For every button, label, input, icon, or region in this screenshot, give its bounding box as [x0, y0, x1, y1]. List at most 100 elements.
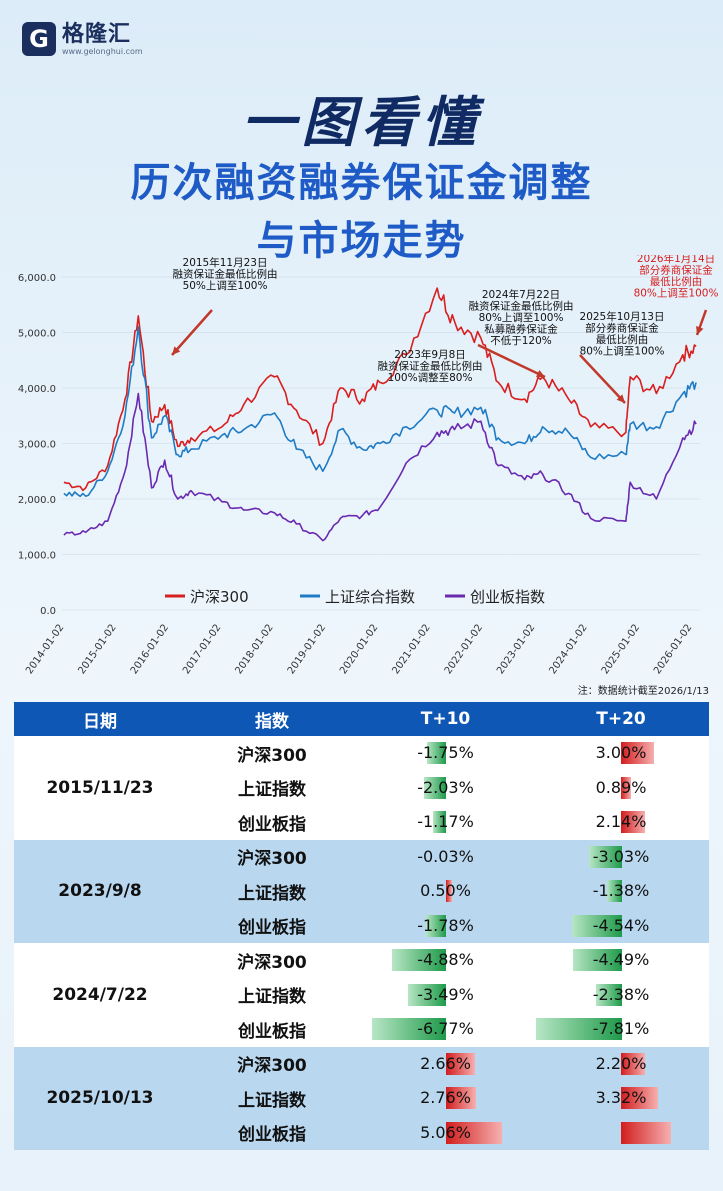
t10-value: 0.50%: [420, 881, 471, 901]
annotation-line: 80%上调至100%: [634, 288, 719, 300]
index-cell: 创业板指: [186, 1115, 358, 1150]
table-row: 创业板指 -1.17% 2.14%: [14, 805, 709, 840]
performance-table: 日期 指数 T+10 T+20 2015/11/23 沪深300 -1.75% 3.0…: [14, 702, 709, 1150]
index-cell: 上证指数: [186, 977, 358, 1012]
index-line-chart: 6,000.0 5,000.0 4,000.0 3,000.0 2,000.0 1,000…: [18, 255, 719, 676]
t20-cell: 3.32%: [533, 1081, 709, 1116]
t20-value: 2.14%: [595, 812, 647, 832]
table-header-row: 日期 指数 T+10 T+20: [14, 702, 709, 736]
annotation-3: 2024年7月22日融资保证金最低比例由80%上调至100%私募融券保证金不低于…: [469, 288, 574, 347]
index-cell: 沪深300: [186, 1046, 358, 1081]
series-line-3: [63, 392, 697, 542]
t10-cell: -2.03%: [358, 770, 533, 805]
subtitle-line-2: 与市场走势: [256, 218, 467, 264]
y-tick-label: 3,000.0: [18, 440, 56, 451]
t20-value: -1.38%: [592, 881, 650, 901]
t20-bar: [572, 949, 622, 972]
annotation-line: 2024年7月22日: [482, 288, 560, 301]
t20-value: -3.03%: [592, 846, 650, 866]
annotation-line: 融资保证金最低比例由: [173, 268, 278, 281]
t20-cell: -4.49%: [533, 943, 709, 978]
brand-logo[interactable]: G 格隆汇 www.gelonghui.com: [22, 22, 143, 56]
y-tick-label: 2,000.0: [18, 495, 56, 506]
t10-value: -1.75%: [417, 743, 474, 763]
t10-cell: -1.78%: [358, 908, 533, 943]
table-row: 创业板指 -6.77% -7.81%: [14, 1012, 709, 1047]
t20-cell: 2.14%: [533, 805, 709, 840]
t10-bar: [446, 1087, 477, 1110]
x-tick-label: 2020-01-02: [338, 622, 380, 676]
t10-bar: [433, 811, 446, 834]
date-cell: 2025/10/13: [14, 1046, 186, 1150]
series-line-2: [63, 326, 697, 498]
x-tick-label: 2016-01-02: [129, 622, 171, 676]
date-cell: 2024/7/22: [14, 943, 186, 1047]
arrow-head: [172, 346, 181, 355]
annotation-line: 50%上调至100%: [183, 280, 268, 292]
y-tick-label: 1,000.0: [18, 551, 56, 562]
annotation-line: 最低比例由: [650, 275, 703, 288]
t10-cell: 5.06%: [358, 1115, 533, 1150]
logo-url: www.gelonghui.com: [62, 46, 143, 56]
table-body: 2015/11/23 沪深300 -1.75% 3.00% 上证指数 -2.03% 0.89…: [14, 736, 709, 1150]
t20-cell: -3.03%: [533, 839, 709, 874]
annotation-line: 2026年1月14日: [637, 255, 715, 265]
t10-cell: -1.75%: [358, 736, 533, 771]
t20-cell: -4.54%: [533, 908, 709, 943]
x-tick-label: 2021-01-02: [390, 622, 432, 676]
t10-cell: 2.66%: [358, 1046, 533, 1081]
t20-cell: -2.38%: [533, 977, 709, 1012]
index-cell: 沪深300: [186, 839, 358, 874]
annotation-arrow: [477, 343, 546, 379]
table-row: 上证指数 -3.49% -2.38%: [14, 977, 709, 1012]
annotation-line: 部分券商保证金: [585, 322, 659, 335]
t20-cell: 3.00%: [533, 736, 709, 771]
table-row: 2023/9/8 沪深300 -0.03% -3.03%: [14, 839, 709, 943]
t10-value: -2.03%: [417, 777, 474, 797]
x-tick-label: 2014-01-02: [24, 622, 66, 676]
headline: 一图看懂: [241, 91, 482, 154]
annotation-arrow: [171, 309, 213, 356]
annotation-line: 最低比例由: [596, 333, 649, 346]
t20-cell: [533, 1115, 709, 1150]
t10-value: -1.17%: [417, 812, 474, 832]
t20-bar: [621, 1087, 658, 1110]
table-row: 上证指数 2.76% 3.32%: [14, 1081, 709, 1116]
legend-label: 沪深300: [190, 588, 249, 606]
t20-bar: [606, 880, 622, 903]
x-tick-label: 2024-01-02: [547, 622, 589, 676]
t20-bar: [536, 1018, 622, 1041]
t10-bar: [423, 776, 446, 799]
annotation-line: 2025年10月13日: [580, 310, 665, 323]
index-cell: 创业板指: [186, 908, 358, 943]
header-t20: T+20: [533, 702, 709, 736]
index-cell: 创业板指: [186, 1012, 358, 1047]
header-date: 日期: [14, 702, 186, 736]
table-row: 2024/7/22 沪深300 -4.88% -4.49%: [14, 943, 709, 1047]
annotation-line: 100%调整至80%: [388, 371, 473, 384]
t10-value: -0.03%: [417, 846, 474, 866]
t10-value: 5.06%: [420, 1122, 471, 1142]
t20-value: -4.54%: [592, 915, 650, 935]
t20-bar: [595, 983, 622, 1006]
y-tick-label: 4,000.0: [18, 384, 56, 395]
y-tick-label: 0.0: [40, 606, 56, 617]
t10-value: -4.88%: [417, 950, 474, 970]
table-row: 创业板指 -1.78% -4.54%: [14, 908, 709, 943]
t10-cell: -0.03%: [358, 839, 533, 874]
t20-bar: [621, 1052, 646, 1075]
t10-value: -1.78%: [417, 915, 474, 935]
annotation-arrow: [579, 354, 626, 404]
t10-cell: -1.17%: [358, 805, 533, 840]
table-row: 2025/10/13 沪深300 2.66% 2.20%: [14, 1046, 709, 1150]
index-cell: 沪深300: [186, 943, 358, 978]
t10-cell: 2.76%: [358, 1081, 533, 1116]
t10-bar: [426, 742, 446, 765]
arrow-head: [536, 369, 545, 378]
t10-cell: -3.49%: [358, 977, 533, 1012]
series-line-1: [63, 287, 697, 492]
t10-bar: [446, 880, 452, 903]
